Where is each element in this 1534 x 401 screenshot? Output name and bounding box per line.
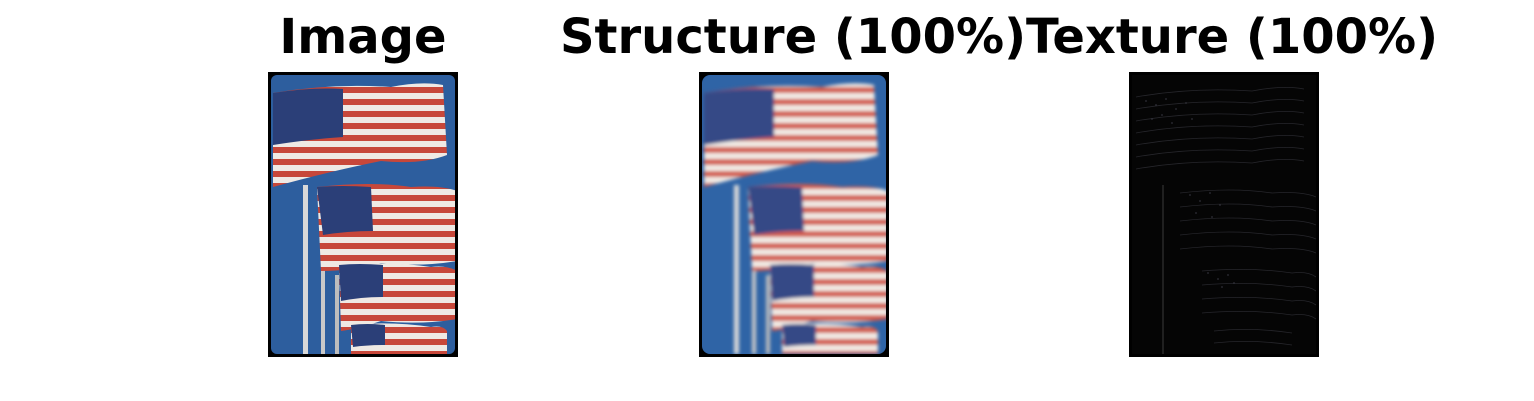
- panel-title-structure: Structure (100%): [559, 9, 1027, 65]
- panel-title-image: Image: [279, 9, 447, 65]
- texture-panel: [1129, 72, 1319, 357]
- image-panel: [268, 72, 458, 357]
- structure-flag-image: [702, 75, 886, 354]
- panel-title-texture: Texture (100%): [1025, 9, 1439, 65]
- texture-residual-image: [1132, 75, 1316, 354]
- structure-panel: [699, 72, 889, 357]
- original-flag-image: [271, 75, 455, 354]
